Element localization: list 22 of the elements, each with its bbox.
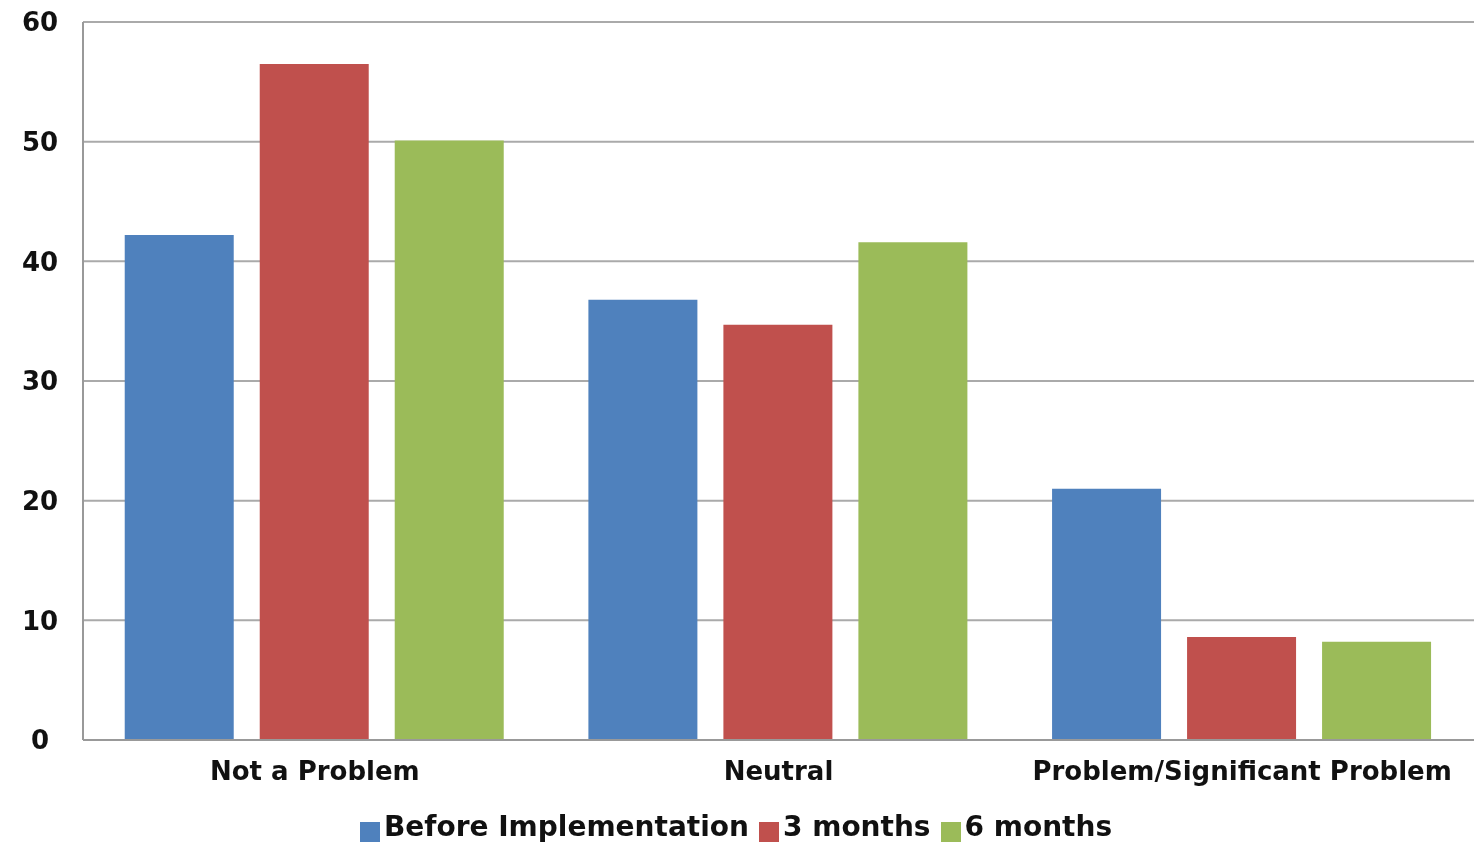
bar: [259, 63, 369, 740]
bar: [394, 140, 504, 740]
y-tick-label: 50: [21, 126, 59, 157]
bar: [1187, 637, 1297, 740]
y-tick-label: 20: [21, 485, 59, 516]
y-tick-label: 60: [21, 7, 59, 38]
bar: [1322, 641, 1432, 740]
legend-label: 6 months: [964, 810, 1113, 843]
x-tick-label: Neutral: [723, 756, 834, 787]
x-tick-label: Problem/Significant Problem: [1032, 756, 1452, 787]
y-tick-label: 40: [21, 246, 59, 277]
y-tick-label: 10: [21, 605, 59, 636]
bar: [858, 242, 968, 740]
y-tick-label: 30: [21, 366, 59, 397]
bar: [124, 235, 234, 740]
y-tick-label: 0: [30, 725, 50, 756]
x-tick-label: Not a Problem: [209, 756, 420, 787]
bar: [1052, 488, 1162, 740]
legend-label: 3 months: [782, 810, 931, 843]
bar: [588, 299, 698, 740]
bar: [723, 324, 833, 740]
legend-label: Before Implementation: [383, 810, 749, 843]
